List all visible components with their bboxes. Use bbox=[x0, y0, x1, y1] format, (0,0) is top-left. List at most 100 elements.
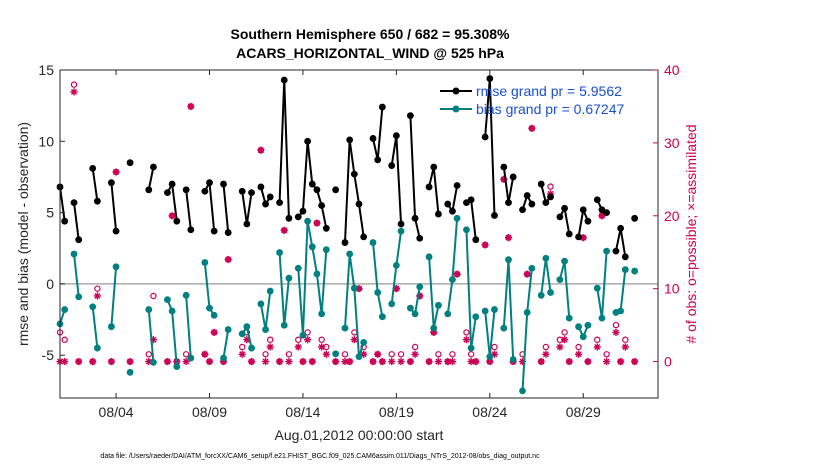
bias-segment bbox=[306, 220, 314, 248]
bias-point bbox=[257, 300, 265, 308]
assimilated-obs-point bbox=[224, 255, 232, 264]
possible-obs-point bbox=[318, 336, 325, 343]
assimilated-obs-point bbox=[89, 357, 97, 366]
possible-obs-point bbox=[267, 336, 274, 343]
assimilated-marker-stroke bbox=[187, 103, 194, 110]
x-axis-label: Aug.01,2012 00:00:00 start bbox=[275, 427, 444, 443]
rmse-point bbox=[392, 132, 400, 140]
assimilated-marker-stroke bbox=[323, 351, 330, 358]
assimilated-obs-point bbox=[556, 343, 564, 351]
bias-point bbox=[93, 344, 101, 352]
bias-segment bbox=[297, 268, 304, 336]
bias-point bbox=[453, 214, 461, 222]
bias-segment bbox=[414, 286, 421, 315]
assimilated-marker-stroke bbox=[285, 358, 292, 365]
bias-point bbox=[565, 314, 573, 322]
bias-segment bbox=[540, 258, 547, 296]
rmse-point bbox=[472, 236, 480, 244]
bias-point bbox=[322, 246, 330, 254]
rmse-point bbox=[435, 210, 442, 218]
y-left-tick-label: 0 bbox=[46, 276, 54, 292]
assimilated-obs-point bbox=[490, 350, 499, 358]
assimilated-marker-stroke bbox=[524, 271, 531, 278]
assimilated-marker-stroke bbox=[412, 351, 419, 358]
rmse-point bbox=[406, 112, 414, 120]
legend: rmse grand pr = 5.9562 bias grand pr = 0… bbox=[440, 83, 624, 117]
assimilated-obs-point bbox=[257, 146, 265, 154]
bias-point bbox=[406, 304, 414, 312]
bias-point bbox=[304, 217, 312, 225]
bias-segment bbox=[73, 253, 80, 297]
rmse-segment bbox=[372, 138, 379, 161]
assimilated-obs-point bbox=[93, 292, 101, 300]
bias-segment bbox=[451, 218, 459, 280]
assimilated-marker-stroke bbox=[267, 343, 274, 350]
rmse-segment bbox=[619, 228, 627, 257]
assimilated-marker-stroke bbox=[71, 88, 78, 95]
rmse-point bbox=[243, 220, 251, 228]
assimilated-obs-point bbox=[542, 350, 550, 358]
possible-obs-point bbox=[295, 336, 302, 343]
bias-segment bbox=[185, 295, 192, 359]
assimilated-marker-stroke bbox=[248, 358, 255, 365]
rmse-point bbox=[537, 180, 545, 188]
assimilated-obs-point bbox=[565, 357, 573, 366]
plot-area bbox=[56, 69, 659, 399]
assimilated-marker-stroke bbox=[257, 147, 264, 154]
bias-point bbox=[467, 344, 475, 352]
bias-segment bbox=[465, 229, 473, 349]
bias-point bbox=[593, 284, 601, 292]
bias-segment bbox=[428, 256, 435, 329]
rmse-point bbox=[187, 226, 195, 234]
assimilated-obs-point bbox=[70, 88, 78, 96]
bias-point bbox=[187, 354, 195, 362]
assimilated-marker-stroke bbox=[169, 212, 176, 219]
bias-segment bbox=[432, 305, 440, 329]
bias-point bbox=[126, 368, 134, 376]
assimilated-obs-point bbox=[481, 241, 489, 249]
y-left-axis-label: rmse and bias (model - observation) bbox=[15, 122, 31, 346]
bias-segment bbox=[264, 290, 272, 330]
bias-point bbox=[556, 276, 564, 284]
bias-point bbox=[430, 324, 438, 332]
bias-point bbox=[411, 310, 419, 318]
bias-point bbox=[491, 306, 498, 313]
bias-segment bbox=[376, 292, 384, 317]
assimilated-marker-stroke bbox=[528, 125, 535, 132]
rmse-point bbox=[491, 212, 498, 219]
assimilated-marker-stroke bbox=[370, 358, 377, 365]
assimilated-obs-point bbox=[434, 357, 443, 366]
rmse-point bbox=[107, 179, 115, 187]
assimilated-marker-stroke bbox=[295, 343, 302, 350]
assimilated-marker-stroke bbox=[127, 358, 134, 365]
bias-segment bbox=[353, 288, 360, 357]
x-tick-label: 08/14 bbox=[285, 404, 320, 420]
assimilated-marker-stroke bbox=[108, 358, 115, 365]
x-tick-label: 08/24 bbox=[472, 404, 507, 420]
assimilated-marker-stroke bbox=[374, 351, 381, 358]
bias-segment bbox=[245, 326, 253, 349]
rmse-point bbox=[579, 206, 587, 214]
assimilated-obs-point bbox=[523, 270, 531, 278]
assimilated-obs-point bbox=[294, 343, 302, 351]
rmse-point bbox=[248, 189, 255, 197]
assimilated-marker-stroke bbox=[622, 343, 629, 350]
rmse-point bbox=[519, 206, 526, 214]
assimilated-obs-point bbox=[504, 234, 513, 242]
possible-obs-point bbox=[341, 351, 349, 358]
rmse-point bbox=[369, 135, 377, 142]
bias-segment bbox=[311, 246, 318, 275]
assimilated-marker-stroke bbox=[299, 358, 306, 365]
rmse-segment bbox=[147, 166, 155, 190]
assimilated-marker-stroke bbox=[346, 358, 353, 365]
rmse-point bbox=[556, 213, 564, 221]
rmse-point bbox=[631, 214, 639, 222]
rmse-segment bbox=[241, 191, 248, 225]
assimilated-obs-point bbox=[308, 357, 316, 366]
bias-segment bbox=[544, 258, 552, 293]
rmse-point bbox=[93, 197, 101, 205]
bias-point bbox=[603, 247, 611, 255]
assimilated-marker-stroke bbox=[482, 241, 489, 248]
assimilated-obs-point bbox=[238, 350, 246, 358]
assimilated-obs-point bbox=[280, 226, 288, 234]
